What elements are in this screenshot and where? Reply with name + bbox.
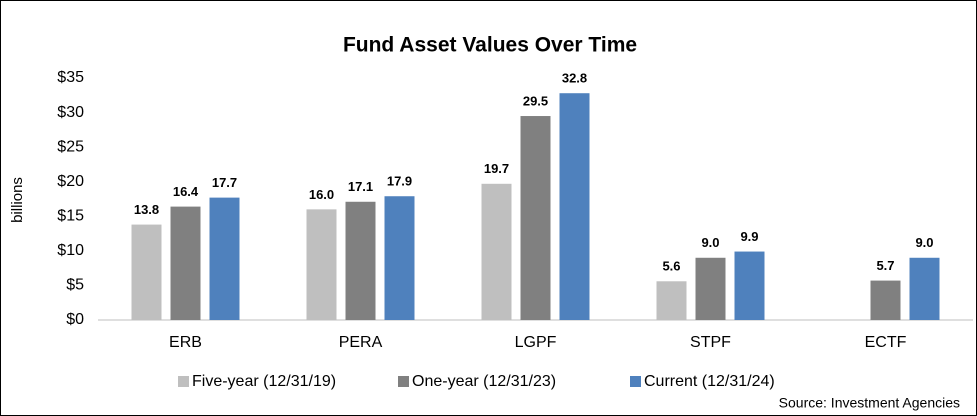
bar [734,251,765,320]
bar [870,280,901,320]
value-label: 9.9 [740,229,758,244]
y-tick-label: $15 [57,208,84,225]
value-label: 16.0 [309,187,334,202]
value-label: 17.7 [212,175,237,190]
y-tick-label: $25 [57,138,84,155]
value-label: 5.7 [876,258,894,273]
value-label: 9.0 [701,235,719,250]
bar [209,197,240,320]
source-note: Source: Investment Agencies [779,395,960,411]
value-label: 17.1 [348,179,373,194]
bar [656,281,687,320]
bar [131,224,162,320]
legend-swatch [398,376,409,387]
legend-label: Current (12/31/24) [644,373,775,390]
bar [384,196,415,320]
legend-label: Five-year (12/31/19) [192,373,336,390]
x-tick-label: STPF [690,334,731,351]
bar [909,257,940,320]
x-tick-label: LGPF [515,334,557,351]
y-tick-label: $30 [57,104,84,121]
bar [306,209,337,320]
y-tick-label: $5 [66,277,84,294]
x-tick-label: ERB [169,334,202,351]
y-tick-label: $0 [66,311,84,328]
value-label: 9.0 [915,235,933,250]
bar [695,257,726,320]
legend-swatch [178,376,189,387]
x-tick-label: PERA [339,334,383,351]
value-label: 5.6 [662,259,680,274]
x-tick-label: ECTF [865,334,907,351]
chart-title: Fund Asset Values Over Time [343,34,637,57]
bar [559,93,590,320]
value-label: 32.8 [562,71,587,86]
bar [481,183,512,320]
legend-label: One-year (12/31/23) [412,373,556,390]
value-label: 19.7 [484,161,509,176]
y-tick-label: $20 [57,173,84,190]
y-tick-label: $10 [57,242,84,259]
y-axis-label: billions [9,177,26,223]
value-label: 13.8 [134,202,159,217]
value-label: 29.5 [523,93,548,108]
bar [170,206,201,320]
bar [520,116,551,321]
y-tick-label: $35 [57,69,84,86]
legend-swatch [630,376,641,387]
bar [345,201,376,320]
value-label: 17.9 [387,174,412,189]
value-label: 16.4 [173,184,199,199]
